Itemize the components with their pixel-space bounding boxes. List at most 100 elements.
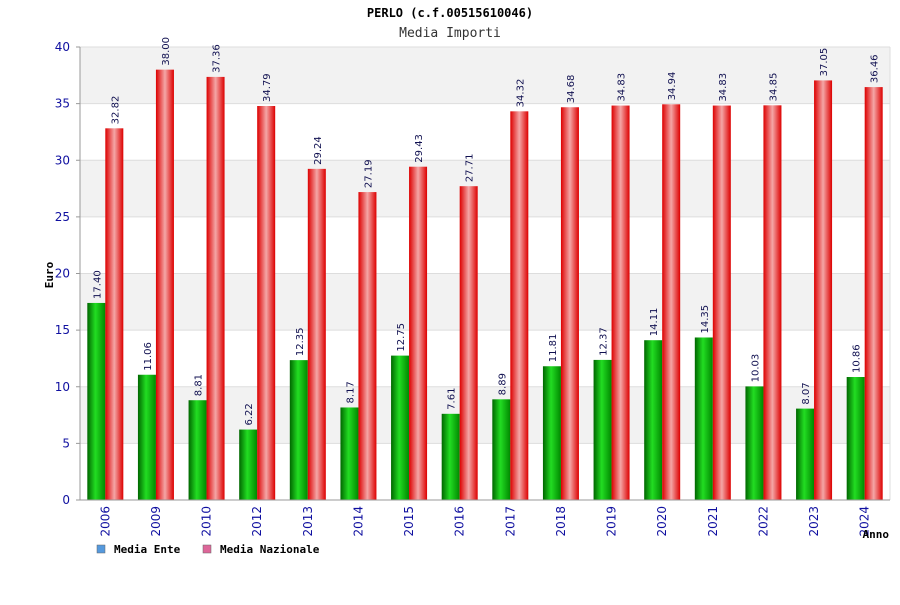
data-label-media-ente: 12.37 — [599, 327, 610, 356]
data-label-media-nazionale: 27.19 — [363, 159, 374, 188]
data-label-media-nazionale: 38.00 — [161, 37, 172, 66]
x-tick-label: 2014 — [351, 506, 365, 537]
x-tick-label: 2009 — [149, 506, 163, 537]
data-label-media-ente: 14.11 — [649, 308, 660, 337]
data-label-media-nazionale: 29.43 — [414, 134, 425, 163]
bar-media-ente — [694, 337, 713, 500]
data-label-media-nazionale: 37.36 — [212, 44, 223, 73]
bar-media-ente — [745, 386, 764, 500]
x-axis-label: Anno — [863, 528, 890, 541]
x-tick-label: 2023 — [807, 506, 821, 537]
data-label-media-ente: 12.35 — [295, 327, 306, 356]
data-label-media-ente: 10.86 — [852, 344, 863, 373]
bar-media-nazionale — [864, 87, 883, 500]
data-label-media-ente: 6.22 — [244, 403, 255, 425]
bar-media-nazionale — [257, 106, 276, 501]
data-label-media-nazionale: 34.94 — [667, 72, 678, 101]
bar-media-ente — [593, 359, 612, 500]
data-label-media-nazionale: 34.83 — [718, 73, 729, 102]
x-tick-label: 2015 — [402, 506, 416, 537]
x-tick-label: 2024 — [858, 506, 872, 537]
bar-media-ente — [239, 429, 258, 500]
y-tick-label: 30 — [55, 153, 70, 167]
data-label-media-nazionale: 37.05 — [819, 48, 830, 77]
y-axis-label: Euro — [43, 261, 56, 288]
y-tick-label: 10 — [55, 380, 70, 394]
y-tick-label: 20 — [55, 267, 70, 281]
bar-media-ente — [796, 408, 815, 500]
bar-media-ente — [441, 413, 460, 500]
data-label-media-nazionale: 29.24 — [313, 136, 324, 165]
bar-media-nazionale — [611, 105, 630, 501]
legend-swatch — [202, 544, 212, 554]
bar-media-ente — [542, 366, 561, 500]
data-label-media-nazionale: 34.85 — [768, 73, 779, 102]
bar-media-nazionale — [155, 69, 174, 501]
data-label-media-nazionale: 34.79 — [262, 73, 273, 102]
bar-media-ente — [137, 374, 156, 500]
bar-media-nazionale — [712, 105, 731, 501]
x-tick-label: 2018 — [554, 506, 568, 537]
y-axis: 0 5 10 15 20 25 30 35 40 — [55, 40, 81, 507]
data-label-media-nazionale: 32.82 — [110, 96, 121, 125]
bar-media-nazionale — [510, 111, 529, 501]
legend: Media Ente Media Nazionale — [96, 543, 320, 556]
data-label-media-ente: 8.81 — [194, 374, 205, 396]
bar-media-nazionale — [763, 105, 782, 500]
bar-media-ente — [188, 400, 207, 500]
y-tick-label: 25 — [55, 210, 70, 224]
y-tick-label: 15 — [55, 323, 70, 337]
x-tick-label: 2019 — [605, 506, 619, 537]
data-label-media-nazionale: 34.32 — [515, 79, 526, 108]
bar-media-nazionale — [409, 166, 428, 500]
bars — [87, 69, 883, 501]
y-tick-label: 5 — [62, 436, 70, 450]
bar-media-ente — [846, 377, 865, 500]
data-label-media-ente: 7.61 — [447, 388, 458, 410]
bar-media-nazionale — [358, 192, 377, 501]
bar-media-nazionale — [560, 107, 579, 501]
bar-media-nazionale — [662, 104, 681, 500]
y-tick-label: 40 — [55, 40, 70, 54]
bar-media-nazionale — [307, 168, 326, 500]
data-labels: 17.40 32.82 11.06 38.00 8.81 37.36 6.22 34.79 12… — [92, 37, 880, 426]
data-label-media-ente: 8.07 — [801, 382, 812, 404]
bar-media-ente — [391, 355, 410, 500]
x-tick-label: 2017 — [503, 506, 517, 537]
data-label-media-nazionale: 27.71 — [465, 154, 476, 183]
chart-subtitle: Media Importi — [399, 26, 501, 41]
data-label-media-ente: 10.03 — [750, 354, 761, 383]
legend-label: Media Ente — [114, 543, 181, 556]
data-label-media-ente: 12.75 — [396, 323, 407, 352]
x-tick-label: 2021 — [706, 506, 720, 537]
y-tick-label: 35 — [55, 97, 70, 111]
x-tick-label: 2006 — [98, 506, 112, 537]
data-label-media-ente: 17.40 — [92, 270, 103, 299]
data-label-media-nazionale: 34.68 — [566, 75, 577, 104]
data-label-media-ente: 11.81 — [548, 334, 559, 363]
bar-media-ente — [340, 407, 359, 500]
x-tick-label: 2020 — [655, 506, 669, 537]
legend-swatch — [96, 544, 106, 554]
legend-label: Media Nazionale — [220, 543, 320, 556]
data-label-media-nazionale: 36.46 — [870, 54, 881, 83]
bar-media-nazionale — [814, 80, 833, 500]
bar-media-ente — [87, 302, 106, 500]
x-tick-label: 2012 — [250, 506, 264, 537]
data-label-media-ente: 8.17 — [345, 381, 356, 403]
bar-media-nazionale — [206, 76, 225, 500]
data-label-media-nazionale: 34.83 — [617, 73, 628, 102]
bar-media-ente — [492, 399, 511, 500]
data-label-media-ente: 11.06 — [143, 342, 154, 371]
x-tick-label: 2022 — [756, 506, 770, 537]
y-tick-label: 0 — [62, 493, 70, 507]
data-label-media-ente: 14.35 — [700, 305, 711, 334]
x-tick-label: 2016 — [453, 506, 467, 537]
bar-media-nazionale — [105, 128, 124, 500]
bar-media-nazionale — [459, 186, 478, 500]
chart-title: PERLO (c.f.00515610046) — [367, 6, 533, 20]
x-axis: 2006 2009 2010 2012 2013 2014 2015 2016 2017 2018… — [80, 499, 890, 537]
x-tick-label: 2010 — [200, 506, 214, 537]
